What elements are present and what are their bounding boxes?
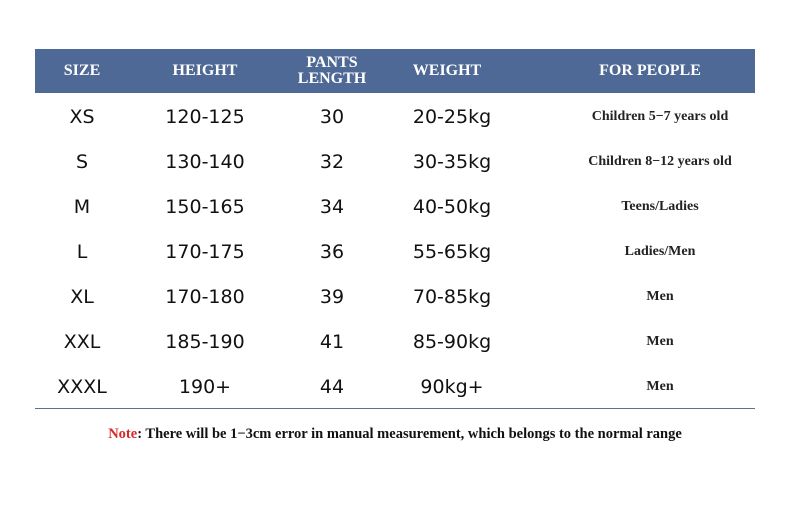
cell-size: S (75, 150, 89, 173)
cell-height: 150-165 (165, 195, 245, 218)
cell-for-people: Ladies/Men (624, 243, 696, 259)
header-size: SIZE (63, 62, 101, 79)
cell-size: XS (69, 105, 95, 128)
cell-size: M (73, 195, 91, 218)
cell-for-people: Children 8−12 years old (588, 153, 732, 169)
cell-pants-length: 41 (319, 330, 345, 353)
header-weight: WEIGHT (412, 62, 482, 79)
cell-height: 190+ (178, 375, 232, 398)
cell-pants-length: 32 (319, 150, 345, 173)
cell-pants-length: 34 (319, 195, 345, 218)
measurement-note: Note: There will be 1−3cm error in manua… (0, 426, 790, 443)
header-pants-length: PANTS LENGTH (297, 54, 367, 87)
cell-height: 170-175 (165, 240, 245, 263)
cell-for-people: Men (646, 378, 674, 394)
cell-weight: 20-25kg (412, 105, 492, 128)
cell-weight: 70-85kg (412, 285, 492, 308)
cell-size: XXXL (57, 375, 107, 398)
cell-weight: 55-65kg (412, 240, 492, 263)
cell-weight: 30-35kg (412, 150, 492, 173)
note-label: Note (108, 426, 138, 442)
cell-weight: 40-50kg (412, 195, 492, 218)
cell-for-people: Men (646, 288, 674, 304)
table-row: XXXL 190+ 44 90kg+ Men (35, 364, 755, 409)
cell-height: 170-180 (165, 285, 245, 308)
note-text: : There will be 1−3cm error in manual me… (137, 426, 682, 442)
cell-height: 185-190 (165, 330, 245, 353)
cell-weight: 85-90kg (412, 330, 492, 353)
header-height: HEIGHT (172, 62, 238, 79)
table-row: XL 170-180 39 70-85kg Men (35, 274, 755, 319)
cell-size: XXL (63, 330, 101, 353)
cell-pants-length: 44 (319, 375, 345, 398)
cell-weight: 90kg+ (420, 375, 484, 398)
header-for-people: FOR PEOPLE (599, 62, 701, 79)
cell-size: XL (70, 285, 94, 308)
cell-pants-length: 36 (319, 240, 345, 263)
cell-for-people: Men (646, 333, 674, 349)
cell-size: L (76, 240, 88, 263)
table-row: XS 120-125 30 20-25kg Children 5−7 years old (35, 94, 755, 139)
table-row: L 170-175 36 55-65kg Ladies/Men (35, 229, 755, 274)
cell-pants-length: 30 (319, 105, 345, 128)
cell-pants-length: 39 (319, 285, 345, 308)
cell-for-people: Children 5−7 years old (591, 108, 729, 124)
cell-height: 130-140 (165, 150, 245, 173)
table-row: XXL 185-190 41 85-90kg Men (35, 319, 755, 364)
cell-height: 120-125 (165, 105, 245, 128)
table-header: SIZE HEIGHT PANTS LENGTH WEIGHT FOR PEOP… (35, 49, 755, 93)
table-row: M 150-165 34 40-50kg Teens/Ladies (35, 184, 755, 229)
table-row: S 130-140 32 30-35kg Children 8−12 years old (35, 139, 755, 184)
cell-for-people: Teens/Ladies (621, 198, 699, 214)
divider (35, 408, 755, 409)
